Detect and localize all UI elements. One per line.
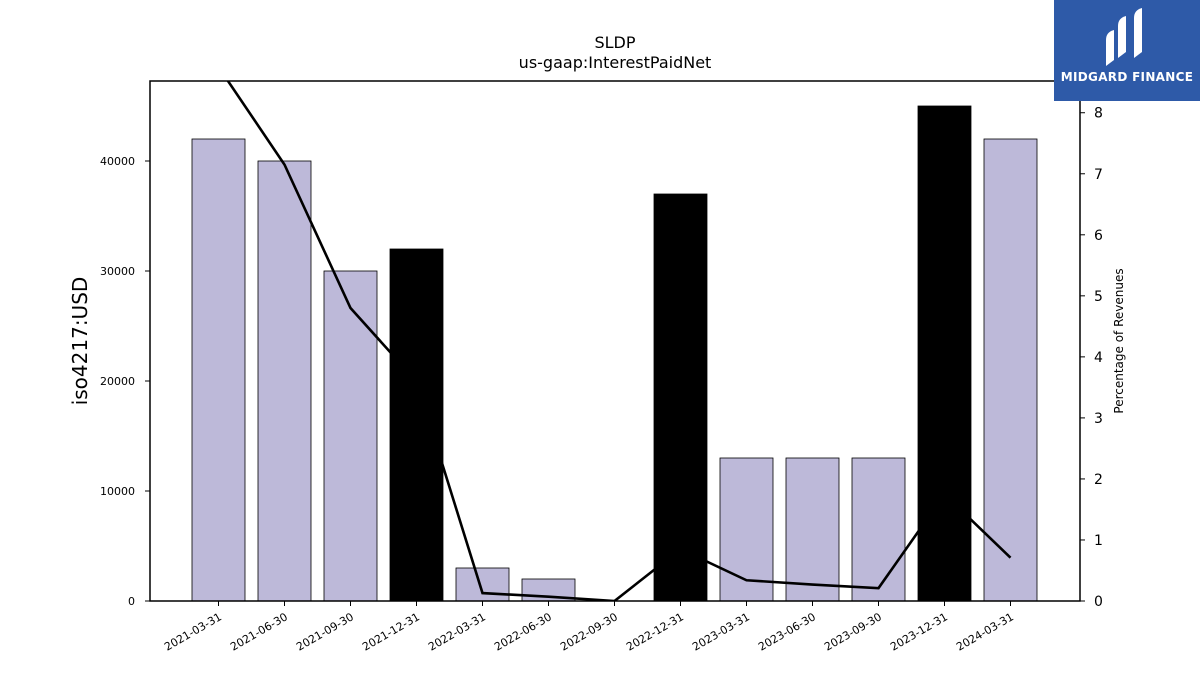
- x-tick-label: 2022-03-31: [426, 610, 488, 653]
- bar-2021-06-30: [257, 160, 312, 602]
- y-tick-label: 10000: [100, 485, 135, 498]
- revenue-percentage-line: [226, 81, 1012, 601]
- x-tick-label: 2022-06-30: [492, 610, 554, 653]
- y2-tick-label: 3: [1094, 411, 1103, 427]
- bar-2023-06-30: [785, 457, 840, 602]
- x-tick-label: 2023-12-31: [888, 610, 950, 653]
- bar-2023-12-31: [917, 105, 972, 602]
- line-series: [226, 81, 1012, 601]
- y2-tick-label: 2: [1094, 472, 1103, 488]
- x-tick-label: 2023-03-31: [690, 610, 752, 653]
- bar-2023-03-31: [719, 457, 774, 602]
- y2-tick-label: 1: [1094, 533, 1103, 549]
- y-tick-label: 40000: [100, 155, 135, 168]
- bar-2021-09-30: [323, 270, 378, 602]
- chart-title: SLDP: [594, 33, 635, 52]
- left-axis-ticks: 0 10000 20000 30000 40000: [100, 155, 150, 608]
- y-tick-label: 0: [128, 595, 135, 608]
- bar-2022-12-31: [653, 193, 708, 602]
- x-tick-label: 2021-12-31: [360, 610, 422, 653]
- x-tick-label: 2022-09-30: [558, 610, 620, 653]
- x-tick-label: 2021-06-30: [228, 610, 290, 653]
- x-tick-label: 2021-03-31: [162, 610, 224, 653]
- y2-tick-label: 6: [1094, 228, 1103, 244]
- y2-axis-label: Percentage of Revenues: [1112, 268, 1126, 413]
- bars: [191, 105, 1038, 602]
- right-axis-ticks: 0 1 2 3 4 5 6 7 8: [1080, 106, 1103, 610]
- y-tick-label: 20000: [100, 375, 135, 388]
- x-tick-label: 2024-03-31: [954, 610, 1016, 653]
- y2-tick-label: 4: [1094, 350, 1103, 366]
- y2-tick-label: 5: [1094, 289, 1103, 305]
- bar-2021-12-31: [389, 248, 444, 602]
- bar-2021-03-31: [191, 138, 246, 602]
- y-axis-label: iso4217:USD: [68, 277, 92, 406]
- logo-text: MIDGARD FINANCE: [1060, 70, 1194, 84]
- x-tick-label: 2021-09-30: [294, 610, 356, 653]
- chart-subtitle: us-gaap:InterestPaidNet: [519, 53, 712, 72]
- x-axis-ticks: 2021-03-31 2021-06-30 2021-09-30 2021-12-31…: [162, 601, 1016, 654]
- bar-2023-09-30: [851, 457, 906, 602]
- y2-tick-label: 8: [1094, 106, 1103, 122]
- y2-tick-label: 7: [1094, 167, 1103, 183]
- logo-mark-icon: [1106, 8, 1142, 66]
- midgard-finance-logo: MIDGARD FINANCE: [1054, 0, 1200, 101]
- bar-2022-03-31: [455, 567, 510, 602]
- bar-2024-03-31: [983, 138, 1038, 602]
- x-tick-label: 2023-06-30: [756, 610, 818, 653]
- y2-tick-label: 0: [1094, 594, 1103, 610]
- y-tick-label: 30000: [100, 265, 135, 278]
- x-tick-label: 2023-09-30: [822, 610, 884, 653]
- x-tick-label: 2022-12-31: [624, 610, 686, 653]
